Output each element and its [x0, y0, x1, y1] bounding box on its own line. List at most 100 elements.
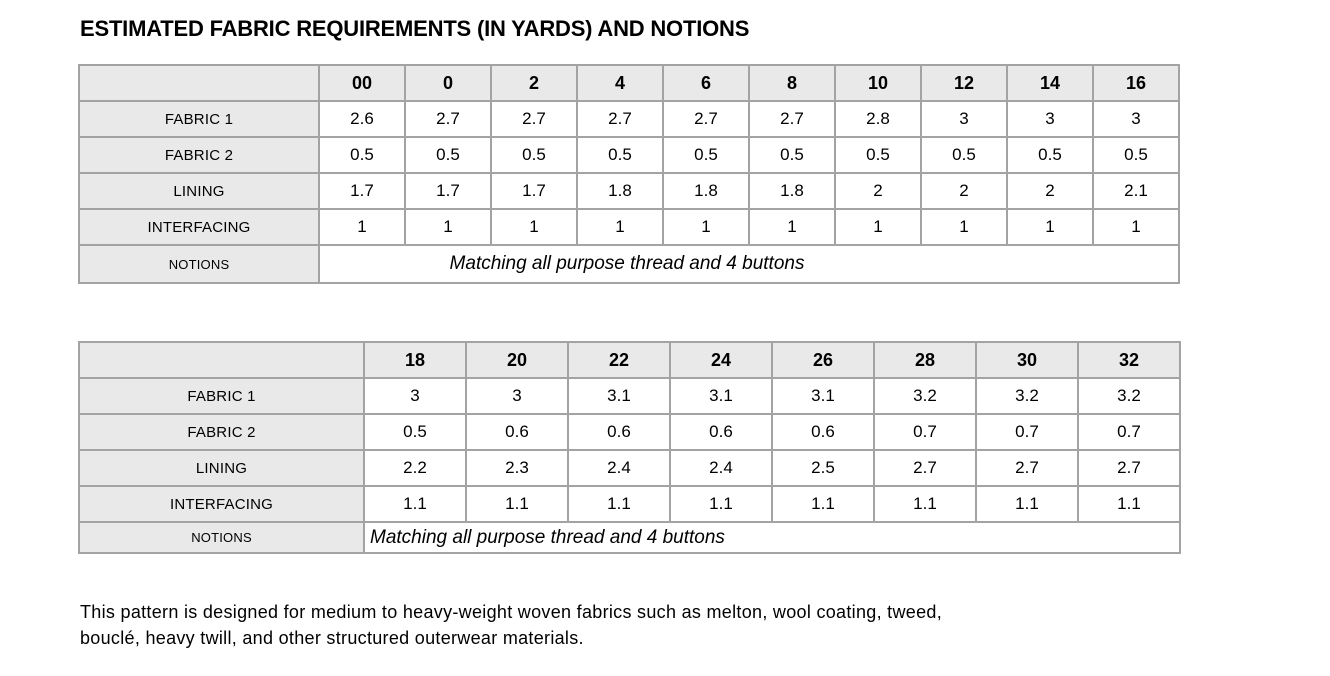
table-row: LINING 1.7 1.7 1.7 1.8 1.8 1.8 2 2 2 2.1 — [78, 172, 1180, 210]
value-cell: 3.2 — [1077, 377, 1181, 415]
size-header-cell: 12 — [920, 64, 1008, 102]
table-row: FABRIC 2 0.5 0.5 0.5 0.5 0.5 0.5 0.5 0.5 0.5 0.5 — [78, 136, 1180, 174]
value-cell: 2.7 — [404, 100, 492, 138]
value-cell: 2.7 — [975, 449, 1079, 487]
value-cell: 1.1 — [669, 485, 773, 523]
size-header-cell: 16 — [1092, 64, 1180, 102]
size-header-cell: 2 — [490, 64, 578, 102]
value-cell: 2.4 — [567, 449, 671, 487]
size-header-cell: 00 — [318, 64, 406, 102]
value-cell: 1 — [834, 208, 922, 246]
corner-cell — [78, 64, 320, 102]
value-cell: 2.7 — [1077, 449, 1181, 487]
value-cell: 0.5 — [748, 136, 836, 174]
value-cell: 3 — [465, 377, 569, 415]
value-cell: 1.1 — [975, 485, 1079, 523]
value-cell: 0.7 — [975, 413, 1079, 451]
notions-text-cell: Matching all purpose thread and 4 button… — [363, 521, 1181, 554]
value-cell: 1.7 — [318, 172, 406, 210]
value-cell: 1 — [920, 208, 1008, 246]
value-cell: 2 — [834, 172, 922, 210]
notions-text: Matching all purpose thread and 4 button… — [449, 253, 805, 274]
table-row: INTERFACING 1.1 1.1 1.1 1.1 1.1 1.1 1.1 1.1 — [78, 485, 1181, 523]
value-cell: 1.8 — [576, 172, 664, 210]
value-cell: 2.1 — [1092, 172, 1180, 210]
fabric-requirements-table-sizes-00-16: 00 0 2 4 6 8 10 12 14 16 FABRIC 1 2.6 2.7 2.7 2.7 2.7 2.… — [78, 64, 1180, 284]
page-title: ESTIMATED FABRIC REQUIREMENTS (IN YARDS)… — [80, 16, 750, 41]
table-row: LINING 2.2 2.3 2.4 2.4 2.5 2.7 2.7 2.7 — [78, 449, 1181, 487]
size-header-cell: 26 — [771, 341, 875, 379]
size-header-cell: 24 — [669, 341, 773, 379]
row-label: FABRIC 2 — [78, 413, 365, 451]
value-cell: 0.5 — [490, 136, 578, 174]
value-cell: 2.3 — [465, 449, 569, 487]
value-cell: 1 — [490, 208, 578, 246]
table-row: INTERFACING 1 1 1 1 1 1 1 1 1 1 — [78, 208, 1180, 246]
value-cell: 1 — [576, 208, 664, 246]
row-label: FABRIC 1 — [78, 377, 365, 415]
row-label: FABRIC 1 — [78, 100, 320, 138]
value-cell: 2.7 — [873, 449, 977, 487]
value-cell: 1.8 — [748, 172, 836, 210]
corner-cell — [78, 341, 365, 379]
value-cell: 3.1 — [669, 377, 773, 415]
value-cell: 1.1 — [363, 485, 467, 523]
value-cell: 0.5 — [834, 136, 922, 174]
value-cell: 1.1 — [567, 485, 671, 523]
value-cell: 3.1 — [771, 377, 875, 415]
value-cell: 2.8 — [834, 100, 922, 138]
size-header-cell: 22 — [567, 341, 671, 379]
size-header-cell: 20 — [465, 341, 569, 379]
value-cell: 2.7 — [490, 100, 578, 138]
value-cell: 0.5 — [920, 136, 1008, 174]
value-cell: 2.7 — [576, 100, 664, 138]
size-header-row: 18 20 22 24 26 28 30 32 — [78, 341, 1181, 379]
row-label: NOTIONS — [78, 244, 320, 284]
notions-row: NOTIONS Matching all purpose thread and 4… — [78, 521, 1181, 554]
value-cell: 3.2 — [975, 377, 1079, 415]
table-row: FABRIC 1 3 3 3.1 3.1 3.1 3.2 3.2 3.2 — [78, 377, 1181, 415]
value-cell: 1.1 — [1077, 485, 1181, 523]
value-cell: 1 — [404, 208, 492, 246]
value-cell: 0.5 — [576, 136, 664, 174]
value-cell: 1.7 — [404, 172, 492, 210]
value-cell: 1.1 — [873, 485, 977, 523]
value-cell: 1 — [1092, 208, 1180, 246]
value-cell: 2 — [1006, 172, 1094, 210]
value-cell: 3 — [363, 377, 467, 415]
notions-text: Matching all purpose thread and 4 button… — [370, 526, 725, 548]
value-cell: 0.5 — [318, 136, 406, 174]
size-header-cell: 10 — [834, 64, 922, 102]
value-cell: 0.6 — [771, 413, 875, 451]
value-cell: 0.5 — [363, 413, 467, 451]
row-label: NOTIONS — [78, 521, 365, 554]
notions-text-cell: Matching all purpose thread and 4 button… — [318, 244, 1180, 284]
value-cell: 0.6 — [465, 413, 569, 451]
value-cell: 2.5 — [771, 449, 875, 487]
value-cell: 0.7 — [1077, 413, 1181, 451]
value-cell: 0.5 — [1092, 136, 1180, 174]
value-cell: 1.8 — [662, 172, 750, 210]
value-cell: 1 — [318, 208, 406, 246]
value-cell: 0.5 — [662, 136, 750, 174]
table-row: FABRIC 2 0.5 0.6 0.6 0.6 0.6 0.7 0.7 0.7 — [78, 413, 1181, 451]
value-cell: 0.6 — [669, 413, 773, 451]
row-label: INTERFACING — [78, 485, 365, 523]
fabric-requirements-table-sizes-18-32: 18 20 22 24 26 28 30 32 FABRIC 1 3 3 3.1 3.1 3.1 3.2 3.… — [78, 341, 1181, 554]
row-label: LINING — [78, 172, 320, 210]
row-label: FABRIC 2 — [78, 136, 320, 174]
size-header-cell: 28 — [873, 341, 977, 379]
value-cell: 3.2 — [873, 377, 977, 415]
value-cell: 0.5 — [1006, 136, 1094, 174]
value-cell: 2 — [920, 172, 1008, 210]
size-header-row: 00 0 2 4 6 8 10 12 14 16 — [78, 64, 1180, 102]
row-label: INTERFACING — [78, 208, 320, 246]
value-cell: 1 — [748, 208, 836, 246]
size-header-cell: 4 — [576, 64, 664, 102]
size-header-cell: 8 — [748, 64, 836, 102]
size-header-cell: 18 — [363, 341, 467, 379]
value-cell: 2.7 — [748, 100, 836, 138]
size-header-cell: 14 — [1006, 64, 1094, 102]
value-cell: 1 — [662, 208, 750, 246]
